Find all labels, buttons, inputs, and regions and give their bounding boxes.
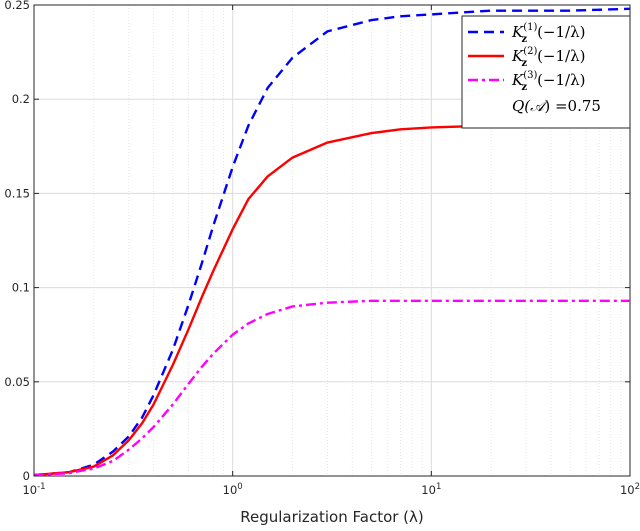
y-tick-label: 0.05	[4, 375, 30, 389]
x-axis-title: Regularization Factor (λ)	[240, 508, 424, 526]
legend-label-1: K(1) z (−1/λ)	[511, 22, 585, 45]
x-tick-label: 100	[223, 482, 243, 497]
legend-annotation: Q(𝒜) =0.75	[512, 97, 601, 115]
legend-box	[461, 15, 631, 129]
legend: K(1) z (−1/λ)K(2) z (−1/λ)K(3) z (−1/λ) Q(𝒜) =0…	[461, 15, 631, 129]
series-line-2	[33, 124, 630, 477]
legend-label-3: K(3) z (−1/λ)	[511, 70, 585, 93]
x-tick-label: 10-1	[22, 482, 45, 497]
series-layer	[33, 7, 631, 477]
legend-label-2: K(2) z (−1/λ)	[511, 46, 585, 69]
y-tick-label: 0	[23, 469, 30, 483]
y-tick-label: 0.15	[4, 186, 30, 200]
y-tick-label: 0.1	[12, 281, 30, 295]
ticks: 0 0.05 0.1 0.15 0.2 0.25 10-1 100 101 102	[4, 0, 640, 497]
plot-frame	[33, 4, 631, 477]
x-tick-label: 101	[421, 482, 441, 497]
y-tick-label: 0.25	[4, 0, 30, 12]
x-tick-label: 102	[620, 482, 640, 497]
y-tick-label: 0.2	[12, 92, 30, 106]
series-line-3	[33, 299, 630, 477]
